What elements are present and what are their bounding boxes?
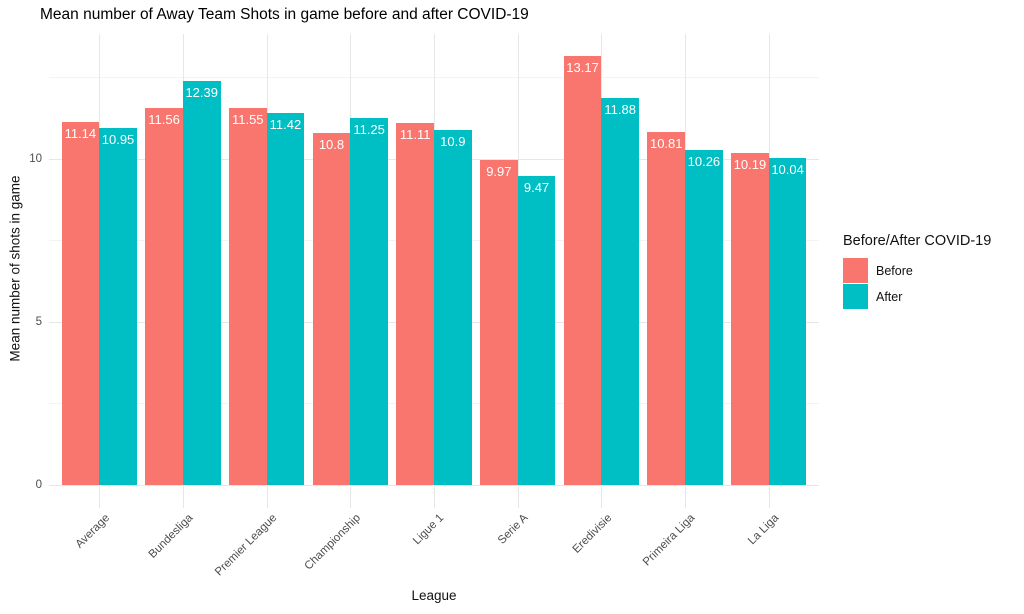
y-axis-title: Mean number of shots in game	[7, 175, 23, 362]
bar-before-eredivisie	[563, 55, 602, 485]
bar-value-label-before-serie-a: 9.97	[486, 163, 512, 179]
legend-label-after: After	[876, 289, 903, 304]
y-tick-label-10: 10	[29, 152, 42, 165]
bar-value-label-after-ligue-1: 10.9	[440, 133, 466, 149]
legend-swatch-after	[843, 284, 868, 309]
legend-swatch-before	[843, 258, 868, 283]
x-tick-label-bundesliga: Bundesliga	[146, 512, 196, 561]
x-tick-label-serie-a: Serie A	[495, 512, 531, 547]
bar-before-la-liga	[731, 152, 769, 485]
bar-value-label-before-championship: 10.8	[318, 136, 345, 152]
bar-value-label-after-bundesliga: 12.39	[185, 84, 218, 100]
x-tick-label-ligue-1: Ligue 1	[411, 512, 447, 548]
bar-after-average	[99, 127, 137, 485]
bar-value-label-after-primeira-liga: 10.26	[687, 154, 721, 170]
bar-after-premier-league	[266, 112, 305, 485]
x-tick-label-average: Average	[73, 512, 112, 551]
x-tick-label-la-liga: La Liga	[746, 512, 782, 548]
plot-panel: 11.14 11.56 11.55 10.8 11.11 9.97 13.17 10.81 10…	[49, 34, 819, 508]
bar-value-label-before-primeira-liga: 10.81	[649, 136, 683, 152]
bar-value-label-before-premier-league: 11.55	[231, 112, 264, 128]
legend-entry-after: After	[843, 284, 991, 309]
legend-entry-before: Before	[843, 258, 991, 283]
x-tick-label-primeira-liga: Primeira Liga	[641, 512, 698, 569]
bar-after-ligue-1	[434, 129, 472, 485]
legend: Before/After COVID-19 Before After	[843, 233, 991, 310]
x-tick-label-premier-league: Premier League	[212, 512, 280, 579]
bar-before-premier-league	[228, 108, 267, 485]
y-tick-label-5: 5	[35, 315, 42, 328]
bar-after-championship	[350, 118, 388, 485]
bar-after-primeira-liga	[685, 150, 723, 485]
bar-value-label-after-average: 10.95	[101, 131, 135, 147]
bar-value-label-before-bundesliga: 11.56	[148, 112, 180, 128]
x-axis-title: League	[411, 588, 457, 603]
bar-before-serie-a	[480, 159, 518, 485]
bar-value-label-after-la-liga: 10.04	[771, 161, 804, 177]
bar-value-label-before-ligue-1: 11.11	[399, 126, 431, 142]
bar-value-label-before-la-liga: 10.19	[733, 156, 767, 172]
bar-value-label-after-eredivisie: 11.88	[604, 101, 636, 117]
bar-before-average	[61, 121, 100, 485]
bar-after-eredivisie	[601, 97, 640, 485]
bar-before-bundesliga	[145, 108, 183, 485]
chart-title: Mean number of Away Team Shots in game b…	[40, 6, 529, 23]
bar-value-label-after-championship: 11.25	[353, 122, 385, 138]
legend-title: Before/After COVID-19	[843, 233, 992, 249]
x-tick-label-championship: Championship	[302, 512, 363, 573]
y-tick-label-0: 0	[35, 479, 42, 491]
bar-after-la-liga	[768, 157, 807, 485]
legend-label-before: Before	[876, 263, 913, 278]
bar-value-label-after-premier-league: 11.42	[269, 116, 302, 132]
bar-after-serie-a	[517, 176, 556, 485]
bar-value-label-before-average: 11.14	[64, 125, 97, 141]
bar-after-bundesliga	[182, 80, 221, 485]
bar-before-ligue-1	[396, 122, 434, 485]
bar-value-label-before-eredivisie: 13.17	[566, 59, 599, 75]
bar-value-label-after-serie-a: 9.47	[523, 180, 550, 196]
x-tick-label-eredivisie: Eredivisie	[570, 512, 614, 556]
bar-before-championship	[312, 132, 351, 485]
bar-before-primeira-liga	[647, 132, 686, 485]
